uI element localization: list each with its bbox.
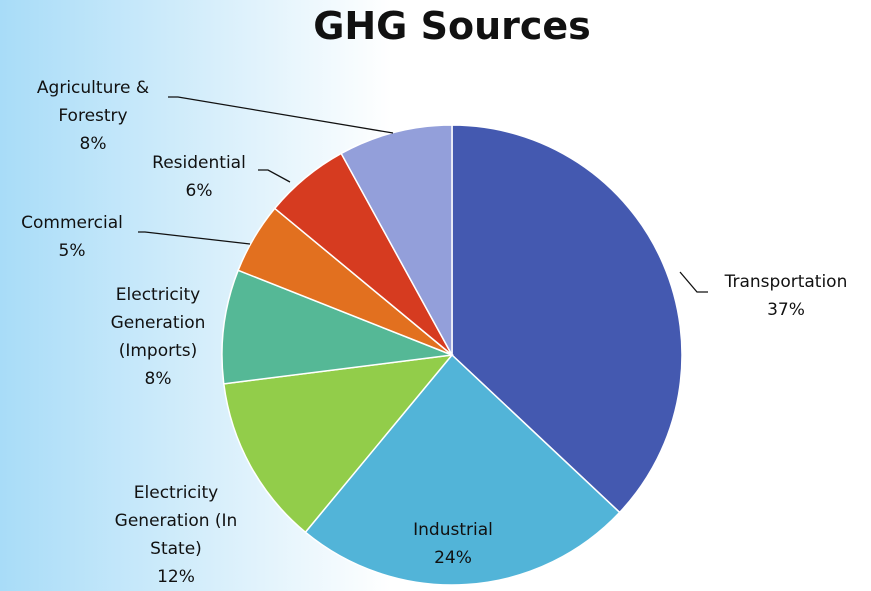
pie-slice [221, 269, 453, 385]
pie-slice [451, 124, 683, 514]
category-label: Industrial [413, 520, 493, 540]
value-label: 12% [157, 567, 195, 587]
value-label: 24% [434, 548, 472, 568]
category-label: Agriculture & Forestry [36, 78, 150, 126]
slices [221, 124, 683, 586]
leader-line [138, 231, 251, 245]
value-label: 37% [767, 300, 805, 320]
value-label: 5% [58, 241, 86, 261]
category-label: Commercial [21, 213, 123, 233]
value-label: 6% [185, 181, 213, 201]
category-label: Transportation [724, 272, 848, 292]
slice-label: Agriculture & Forestry 8% [13, 74, 173, 158]
slice-label: Electricity Generation (Imports) 8% [83, 281, 233, 393]
leader-line [679, 271, 708, 293]
category-label: Residential [152, 153, 246, 173]
leader-line [168, 96, 394, 134]
value-label: 8% [144, 369, 172, 389]
slice-label: Transportation 37% [706, 268, 866, 324]
pie-slice [222, 354, 454, 534]
category-label: Electricity Generation (Imports) [110, 285, 206, 361]
chart-title: GHG Sources [313, 4, 591, 48]
leader-lines [138, 96, 708, 293]
leader-line [258, 169, 291, 183]
pie-slice [304, 353, 621, 586]
category-label: Electricity Generation (In State) [114, 483, 238, 559]
pie-slice [340, 124, 453, 356]
slice-label: Industrial 24% [383, 516, 523, 572]
slice-label: Commercial 5% [2, 209, 142, 265]
value-label: 8% [79, 134, 107, 154]
slice-label: Electricity Generation (In State) 12% [96, 479, 256, 591]
slice-label: Residential 6% [129, 149, 269, 205]
